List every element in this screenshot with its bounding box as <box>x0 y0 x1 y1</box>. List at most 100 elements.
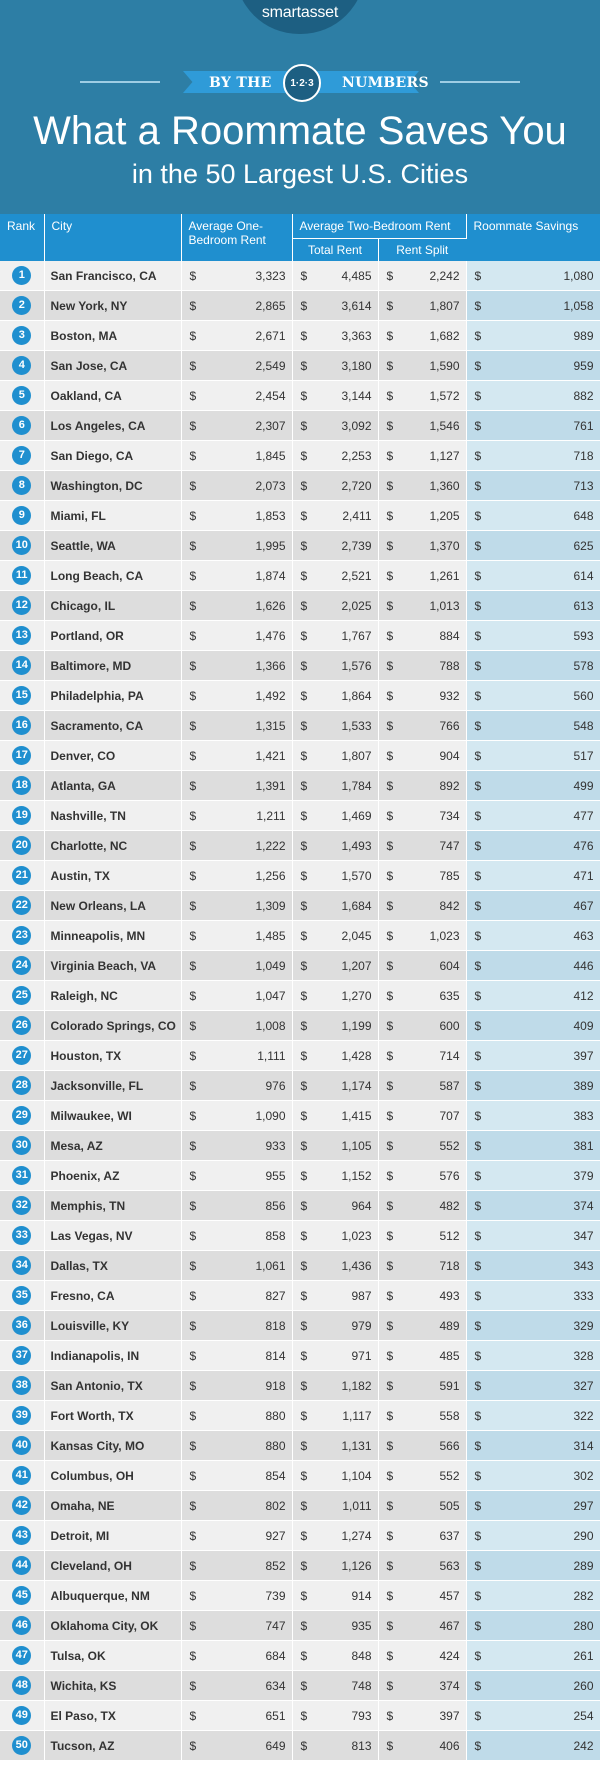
currency-symbol: $ <box>300 1168 308 1183</box>
currency-symbol: $ <box>189 928 197 943</box>
rank-badge: 41 <box>12 1466 32 1485</box>
cell-value: 880 <box>265 1408 286 1423</box>
currency-symbol: $ <box>386 748 394 763</box>
rank-badge: 27 <box>12 1046 32 1065</box>
table-row: 18 Atlanta, GA $1,391 $1,784 $892 $499 <box>0 770 600 801</box>
total-rent-cell: $1,864 <box>292 680 379 711</box>
total-rent-cell: $1,131 <box>292 1430 379 1461</box>
rent-split-cell: $884 <box>378 620 467 651</box>
one-bedroom-rent-cell: $747 <box>181 1610 293 1641</box>
rank-cell: 13 <box>0 620 45 651</box>
city-cell: Virginia Beach, VA <box>44 950 182 981</box>
total-rent-cell: $2,739 <box>292 530 379 561</box>
cell-value: 261 <box>573 1648 594 1663</box>
logo-tab: smartasset <box>235 0 365 34</box>
total-rent-cell: $2,411 <box>292 500 379 531</box>
currency-symbol: $ <box>474 1708 482 1723</box>
rent-split-cell: $482 <box>378 1190 467 1221</box>
one-bedroom-rent-cell: $955 <box>181 1160 293 1191</box>
currency-symbol: $ <box>189 1648 197 1663</box>
roommate-savings-cell: $1,080 <box>466 261 600 291</box>
city-cell: Tulsa, OK <box>44 1640 182 1671</box>
total-rent-cell: $1,576 <box>292 650 379 681</box>
rank-cell: 15 <box>0 680 45 711</box>
cell-value: 412 <box>573 988 594 1003</box>
roommate-savings-cell: $593 <box>466 620 600 651</box>
rent-split-cell: $566 <box>378 1430 467 1461</box>
table-row: 13 Portland, OR $1,476 $1,767 $884 $593 <box>0 620 600 651</box>
currency-symbol: $ <box>386 598 394 613</box>
rent-split-cell: $457 <box>378 1580 467 1611</box>
rank-cell: 12 <box>0 590 45 621</box>
cell-value: 748 <box>351 1678 372 1693</box>
currency-symbol: $ <box>386 988 394 1003</box>
rent-split-cell: $485 <box>378 1340 467 1371</box>
table-row: 47 Tulsa, OK $684 $848 $424 $261 <box>0 1640 600 1671</box>
cell-value: 548 <box>573 718 594 733</box>
cell-value: 1,853 <box>255 508 286 523</box>
cell-value: 512 <box>439 1228 460 1243</box>
rank-cell: 21 <box>0 860 45 891</box>
rank-cell: 33 <box>0 1220 45 1251</box>
currency-symbol: $ <box>189 478 197 493</box>
rank-badge: 12 <box>12 596 32 615</box>
rent-split-cell: $785 <box>378 860 467 891</box>
rent-split-cell: $552 <box>378 1130 467 1161</box>
cell-value: 1,222 <box>255 838 286 853</box>
rent-split-cell: $406 <box>378 1730 467 1761</box>
cell-value: 614 <box>573 568 594 583</box>
currency-symbol: $ <box>189 1138 197 1153</box>
rank-badge: 40 <box>12 1436 32 1455</box>
currency-symbol: $ <box>300 1198 308 1213</box>
table-row: 29 Milwaukee, WI $1,090 $1,415 $707 $383 <box>0 1100 600 1131</box>
cell-value: 1,111 <box>257 1048 286 1063</box>
currency-symbol: $ <box>189 1738 197 1753</box>
city-cell: Long Beach, CA <box>44 560 182 591</box>
currency-symbol: $ <box>386 1018 394 1033</box>
rank-badge: 20 <box>12 836 32 855</box>
roommate-savings-cell: $333 <box>466 1280 600 1311</box>
cell-value: 884 <box>439 628 460 643</box>
currency-symbol: $ <box>300 1348 308 1363</box>
cell-value: 260 <box>573 1678 594 1693</box>
table-row: 7 San Diego, CA $1,845 $2,253 $1,127 $718 <box>0 440 600 471</box>
table-row: 23 Minneapolis, MN $1,485 $2,045 $1,023 $463 <box>0 920 600 951</box>
roommate-savings-cell: $329 <box>466 1310 600 1341</box>
cell-value: 852 <box>265 1558 286 1573</box>
currency-symbol: $ <box>300 328 308 343</box>
table-row: 20 Charlotte, NC $1,222 $1,493 $747 $476 <box>0 830 600 861</box>
cell-value: 379 <box>573 1168 594 1183</box>
cell-value: 932 <box>439 688 460 703</box>
total-rent-cell: $914 <box>292 1580 379 1611</box>
city-cell: Wichita, KS <box>44 1670 182 1701</box>
table-row: 42 Omaha, NE $802 $1,011 $505 $297 <box>0 1490 600 1521</box>
cell-value: 718 <box>573 448 594 463</box>
one-bedroom-rent-cell: $1,061 <box>181 1250 293 1281</box>
cell-value: 1,469 <box>341 808 372 823</box>
cell-value: 517 <box>573 748 594 763</box>
rank-badge: 10 <box>12 536 32 555</box>
cell-value: 1,023 <box>429 928 460 943</box>
one-bedroom-rent-cell: $1,476 <box>181 620 293 651</box>
city-cell: Los Angeles, CA <box>44 410 182 441</box>
rent-split-cell: $512 <box>378 1220 467 1251</box>
city-cell: Mesa, AZ <box>44 1130 182 1161</box>
cell-value: 3,092 <box>341 418 372 433</box>
currency-symbol: $ <box>474 298 482 313</box>
city-cell: Baltimore, MD <box>44 650 182 681</box>
one-bedroom-rent-cell: $1,047 <box>181 980 293 1011</box>
cell-value: 1,784 <box>341 778 372 793</box>
rank-badge: 24 <box>12 956 32 975</box>
currency-symbol: $ <box>189 988 197 1003</box>
roommate-savings-cell: $1,058 <box>466 290 600 321</box>
city-cell: Dallas, TX <box>44 1250 182 1281</box>
rent-split-cell: $637 <box>378 1520 467 1551</box>
currency-symbol: $ <box>300 1708 308 1723</box>
rent-split-cell: $1,023 <box>378 920 467 951</box>
cell-value: 3,180 <box>341 358 372 373</box>
currency-symbol: $ <box>474 1198 482 1213</box>
rent-split-cell: $1,370 <box>378 530 467 561</box>
cell-value: 383 <box>573 1108 594 1123</box>
table-row: 49 El Paso, TX $651 $793 $397 $254 <box>0 1700 600 1731</box>
currency-symbol: $ <box>474 838 482 853</box>
